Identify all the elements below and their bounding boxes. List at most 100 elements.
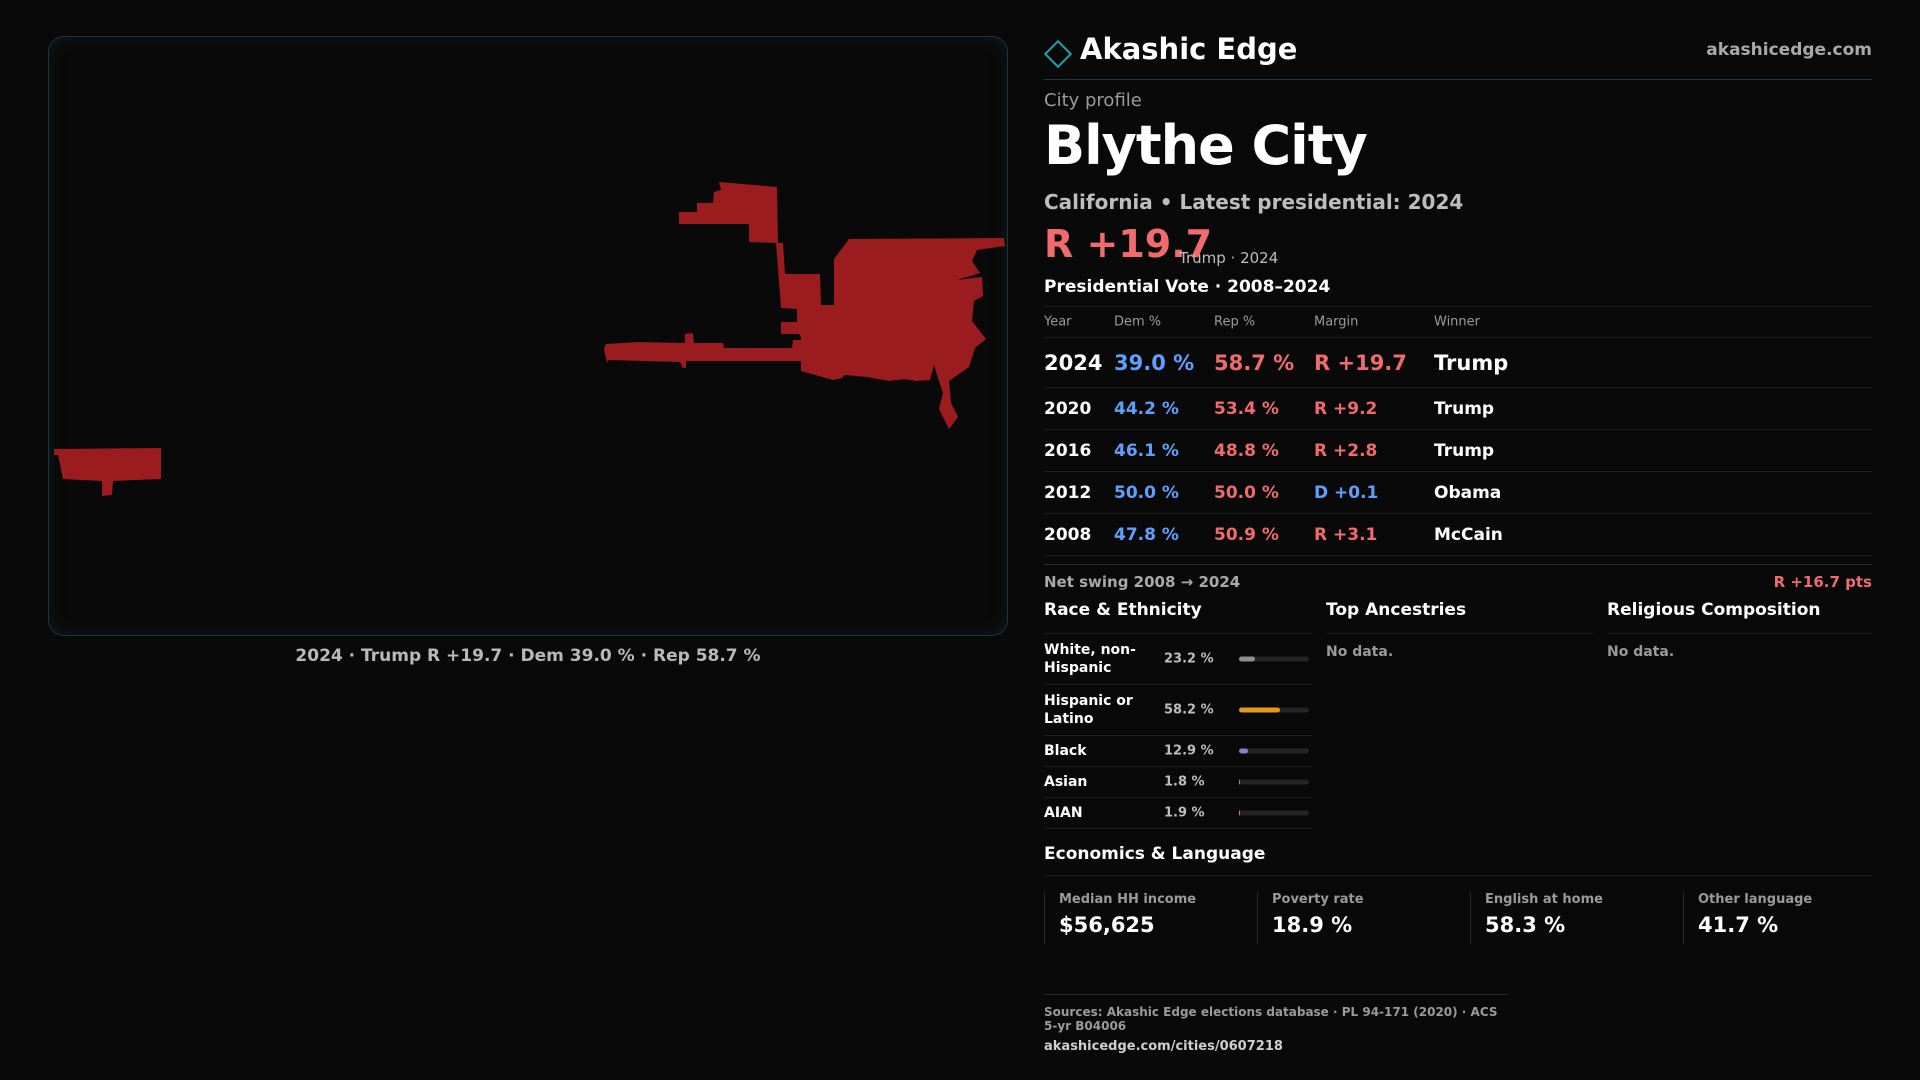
economics-cell: English at home 58.3 %: [1470, 892, 1676, 944]
ancestries-heading: Top Ancestries: [1326, 600, 1594, 634]
race-bar: [1239, 748, 1309, 754]
map-panel[interactable]: [48, 36, 1008, 636]
vote-margin: R +9.2: [1314, 398, 1378, 419]
headline-margin-note: Trump · 2024: [1179, 249, 1279, 267]
race-bar-fill: [1239, 810, 1241, 816]
economics-value: 18.9 %: [1272, 913, 1353, 937]
race-name: Black: [1044, 743, 1087, 759]
vote-dem-pct: 47.8 %: [1114, 524, 1179, 545]
religion-heading: Religious Composition: [1607, 600, 1872, 634]
col-rep: Rep %: [1214, 314, 1256, 330]
race-bar-fill: [1239, 779, 1241, 785]
race-pct: 12.9 %: [1164, 743, 1214, 759]
vote-row: 2020 44.2 % 53.4 % R +9.2 Trump: [1044, 388, 1872, 430]
headline-margin: R +19.7: [1044, 222, 1213, 266]
vote-winner: Trump: [1434, 398, 1495, 419]
ancestries-section: Top Ancestries No data.: [1326, 600, 1594, 660]
vote-year: 2020: [1044, 398, 1092, 419]
vote-margin: R +3.1: [1314, 524, 1378, 545]
vote-row: 2008 47.8 % 50.9 % R +3.1 McCain: [1044, 514, 1872, 556]
race-bar: [1239, 810, 1309, 816]
page-title: Blythe City: [1044, 114, 1368, 177]
vote-row: 2012 50.0 % 50.0 % D +0.1 Obama: [1044, 472, 1872, 514]
vote-rep-pct: 50.0 %: [1214, 482, 1279, 503]
vote-margin: R +19.7: [1314, 350, 1407, 375]
economics-value: $56,625: [1059, 913, 1155, 937]
race-heading: Race & Ethnicity: [1044, 600, 1312, 634]
race-bar-fill: [1239, 748, 1249, 754]
vote-row: 2016 46.1 % 48.8 % R +2.8 Trump: [1044, 430, 1872, 472]
economics-cell: Poverty rate 18.9 %: [1257, 892, 1463, 944]
col-dem: Dem %: [1114, 314, 1162, 330]
net-swing-row: Net swing 2008 → 2024 R +16.7 pts: [1044, 564, 1872, 598]
vote-rep-pct: 58.7 %: [1214, 350, 1295, 375]
economics-label: English at home: [1485, 892, 1603, 907]
race-bar-fill: [1239, 707, 1280, 713]
brand-header: Akashic Edge akashicedge.com: [1043, 30, 1872, 80]
vote-year: 2008: [1044, 524, 1092, 545]
race-section: Race & Ethnicity White, non-Hispanic 23.2…: [1044, 600, 1312, 829]
vote-rep-pct: 53.4 %: [1214, 398, 1279, 419]
race-name: Asian: [1044, 774, 1088, 790]
race-bar: [1239, 707, 1309, 713]
race-bar-fill: [1239, 656, 1256, 662]
race-name: White, non-Hispanic: [1044, 642, 1136, 676]
footer-link[interactable]: akashicedge.com/cities/0607218: [1044, 1039, 1283, 1054]
vote-dem-pct: 44.2 %: [1114, 398, 1179, 419]
footer: Sources: Akashic Edge elections database…: [1044, 994, 1508, 1054]
race-name: Hispanic or Latino: [1044, 693, 1133, 727]
economics-label: Median HH income: [1059, 892, 1197, 907]
vote-margin: R +2.8: [1314, 440, 1378, 461]
economics-cell: Median HH income $56,625: [1044, 892, 1250, 944]
city-boundary-main: [604, 182, 1005, 429]
brand-name[interactable]: Akashic Edge: [1080, 32, 1298, 66]
vote-year: 2016: [1044, 440, 1092, 461]
race-row: Hispanic or Latino 58.2 %: [1044, 685, 1312, 736]
vote-table: Year Dem % Rep % Margin Winner 2024 39.0 …: [1044, 306, 1872, 556]
vote-winner: Trump: [1434, 440, 1495, 461]
vote-year: 2024: [1044, 350, 1103, 375]
race-row: Asian 1.8 %: [1044, 767, 1312, 798]
economics-value: 41.7 %: [1698, 913, 1779, 937]
vote-rep-pct: 48.8 %: [1214, 440, 1279, 461]
city-boundary-west: [54, 448, 161, 496]
city-boundary-map[interactable]: [49, 37, 1008, 636]
vote-dem-pct: 39.0 %: [1114, 350, 1195, 375]
economics-value: 58.3 %: [1485, 913, 1566, 937]
vote-winner: Trump: [1434, 350, 1509, 375]
map-caption: 2024 · Trump R +19.7 · Dem 39.0 % · Rep …: [295, 646, 761, 666]
economics-cell: Other language 41.7 %: [1683, 892, 1889, 944]
vote-dem-pct: 46.1 %: [1114, 440, 1179, 461]
vote-table-header: Year Dem % Rep % Margin Winner: [1044, 306, 1872, 338]
diamond-icon: [1043, 39, 1073, 69]
net-swing-value: R +16.7 pts: [1773, 573, 1872, 591]
vote-winner: Obama: [1434, 482, 1502, 503]
vote-row: 2024 39.0 % 58.7 % R +19.7 Trump: [1044, 338, 1872, 388]
race-row: Black 12.9 %: [1044, 736, 1312, 767]
vote-margin: D +0.1: [1314, 482, 1379, 503]
profile-subtitle: California • Latest presidential: 2024: [1044, 190, 1464, 214]
race-pct: 1.9 %: [1164, 805, 1205, 821]
economics-heading: Economics & Language: [1044, 844, 1872, 876]
net-swing-label: Net swing 2008 → 2024: [1044, 573, 1241, 591]
race-pct: 23.2 %: [1164, 651, 1214, 667]
race-row: White, non-Hispanic 23.2 %: [1044, 634, 1312, 685]
race-bar: [1239, 779, 1309, 785]
vote-section-heading: Presidential Vote · 2008–2024: [1044, 277, 1331, 297]
economics-label: Poverty rate: [1272, 892, 1364, 907]
city-boundary-shapes: [54, 182, 1005, 496]
vote-winner: McCain: [1434, 524, 1503, 545]
vote-rep-pct: 50.9 %: [1214, 524, 1279, 545]
economics-label: Other language: [1698, 892, 1813, 907]
race-row: AIAN 1.9 %: [1044, 798, 1312, 829]
vote-dem-pct: 50.0 %: [1114, 482, 1179, 503]
footer-sources: Sources: Akashic Edge elections database…: [1044, 1005, 1498, 1033]
ancestries-empty: No data.: [1326, 644, 1394, 660]
col-year: Year: [1044, 314, 1072, 330]
race-bar: [1239, 656, 1309, 662]
col-winner: Winner: [1434, 314, 1481, 330]
race-pct: 1.8 %: [1164, 774, 1205, 790]
brand-url-link[interactable]: akashicedge.com: [1706, 40, 1872, 60]
vote-year: 2012: [1044, 482, 1092, 503]
profile-kicker: City profile: [1044, 90, 1142, 111]
